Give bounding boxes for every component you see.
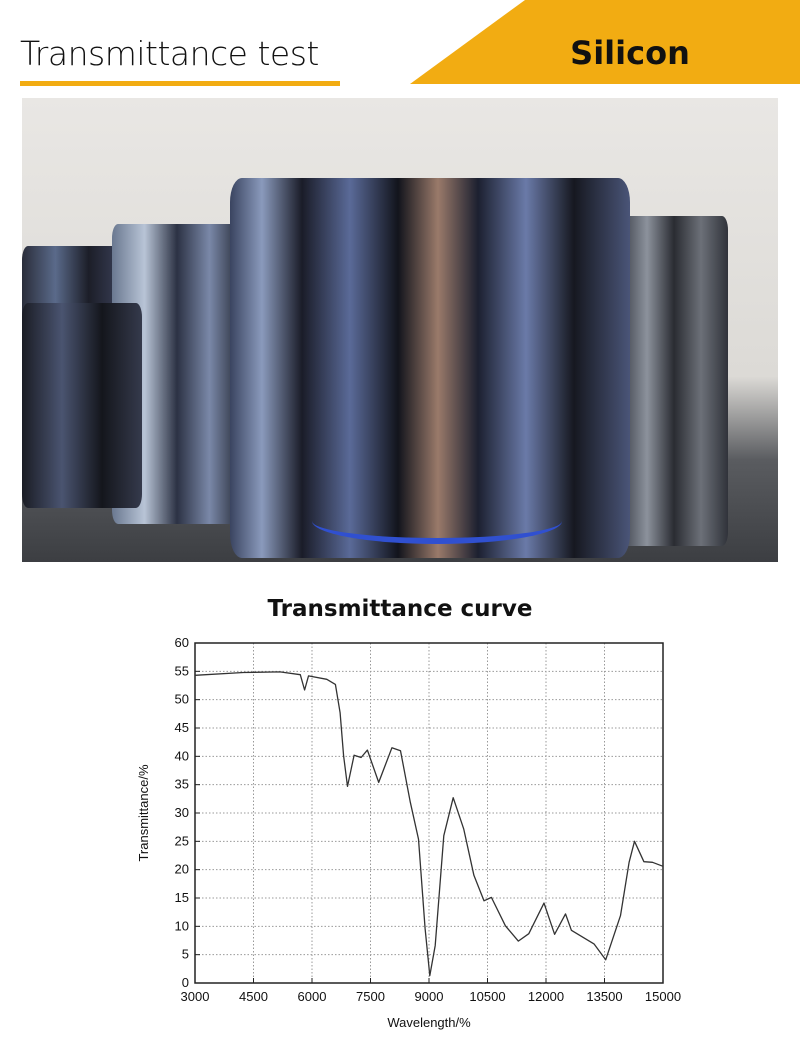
y-tick-label: 20 bbox=[175, 862, 189, 877]
title-underline bbox=[20, 81, 340, 86]
silicon-ingot-photo bbox=[22, 98, 778, 562]
section-title: Transmittance test bbox=[20, 34, 319, 73]
x-tick-label: 4500 bbox=[239, 989, 268, 1004]
y-tick-label: 55 bbox=[175, 663, 189, 678]
y-tick-label: 50 bbox=[175, 692, 189, 707]
y-tick-label: 25 bbox=[175, 833, 189, 848]
material-banner bbox=[410, 0, 800, 84]
x-axis-label: Wavelength/% bbox=[387, 1015, 471, 1030]
y-tick-label: 15 bbox=[175, 890, 189, 905]
x-tick-label: 15000 bbox=[645, 989, 681, 1004]
x-tick-label: 3000 bbox=[181, 989, 210, 1004]
y-tick-label: 45 bbox=[175, 720, 189, 735]
y-tick-label: 30 bbox=[175, 805, 189, 820]
y-tick-label: 0 bbox=[182, 975, 189, 990]
y-tick-label: 5 bbox=[182, 947, 189, 962]
y-tick-label: 60 bbox=[175, 635, 189, 650]
transmittance-chart: 3000 4500 6000 7500 9000 10500 12000 13500 15000… bbox=[136, 635, 681, 1030]
material-label: Silicon bbox=[570, 34, 690, 72]
x-tick-label: 9000 bbox=[415, 989, 444, 1004]
y-tick-label: 10 bbox=[175, 918, 189, 933]
transmittance-line bbox=[194, 671, 664, 977]
y-axis-label: Transmittance/% bbox=[136, 764, 151, 861]
y-tick-label: 40 bbox=[175, 748, 189, 763]
chart-title: Transmittance curve bbox=[267, 596, 533, 622]
x-tick-label: 7500 bbox=[356, 989, 385, 1004]
x-tick-label: 13500 bbox=[586, 989, 622, 1004]
header-band bbox=[410, 0, 800, 84]
plot-frame bbox=[194, 642, 664, 984]
x-tick-label: 6000 bbox=[298, 989, 327, 1004]
y-tick-label: 35 bbox=[175, 777, 189, 792]
x-tick-label: 10500 bbox=[469, 989, 505, 1004]
x-tick-label: 12000 bbox=[528, 989, 564, 1004]
